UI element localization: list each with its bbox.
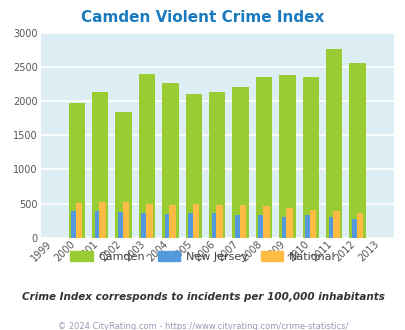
Bar — [141, 213, 147, 238]
Bar — [286, 208, 292, 238]
Bar — [169, 205, 176, 238]
Bar — [309, 210, 315, 238]
Bar — [258, 215, 264, 238]
Bar — [209, 92, 225, 238]
Legend: Camden, New Jersey, National: Camden, New Jersey, National — [66, 247, 339, 267]
Text: © 2024 CityRating.com - https://www.cityrating.com/crime-statistics/: © 2024 CityRating.com - https://www.city… — [58, 322, 347, 330]
Bar — [281, 217, 288, 238]
Bar — [305, 215, 311, 238]
Bar — [118, 213, 124, 238]
Bar — [211, 214, 217, 238]
Bar — [188, 214, 194, 238]
Bar — [232, 87, 248, 238]
Bar — [351, 219, 358, 238]
Bar — [234, 215, 241, 238]
Bar — [279, 75, 295, 238]
Bar — [164, 214, 171, 238]
Bar — [356, 213, 362, 238]
Bar — [216, 205, 222, 238]
Bar — [328, 217, 334, 238]
Text: Crime Index corresponds to incidents per 100,000 inhabitants: Crime Index corresponds to incidents per… — [21, 292, 384, 302]
Text: Camden Violent Crime Index: Camden Violent Crime Index — [81, 10, 324, 25]
Bar — [146, 204, 152, 238]
Bar — [68, 103, 85, 238]
Bar — [122, 202, 129, 238]
Bar — [94, 211, 101, 238]
Bar — [71, 211, 78, 238]
Bar — [349, 63, 365, 238]
Bar — [92, 92, 108, 238]
Bar — [162, 83, 178, 238]
Bar — [255, 77, 271, 238]
Bar — [239, 205, 245, 238]
Bar — [76, 203, 82, 238]
Bar — [302, 77, 318, 238]
Bar — [99, 202, 106, 238]
Bar — [262, 206, 269, 238]
Bar — [192, 204, 199, 238]
Bar — [325, 49, 341, 238]
Bar — [139, 74, 155, 238]
Bar — [115, 112, 132, 238]
Bar — [185, 94, 202, 238]
Bar — [333, 211, 339, 238]
